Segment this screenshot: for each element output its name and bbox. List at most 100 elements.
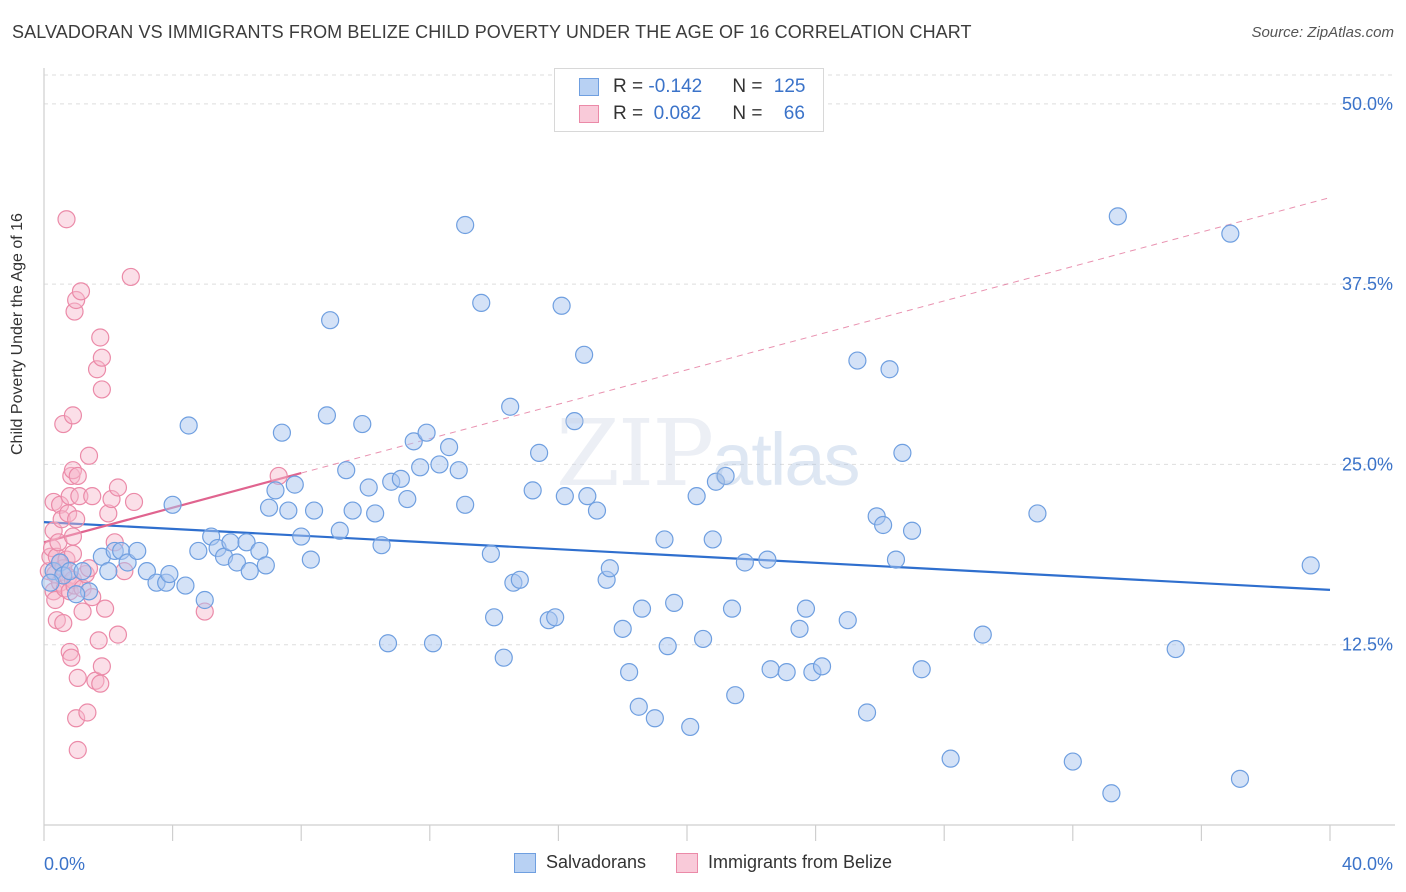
belize-point xyxy=(68,740,87,760)
salvadoran-point xyxy=(857,703,877,722)
salvadoran-point xyxy=(398,489,417,509)
salvadoran-point xyxy=(73,562,92,581)
salvadoran-point xyxy=(578,487,597,506)
salvadoran-point xyxy=(240,562,259,581)
salvadoran-point xyxy=(481,544,500,563)
salvadoran-point xyxy=(128,541,147,561)
belize-point xyxy=(62,648,81,667)
belize-point xyxy=(57,210,76,229)
x-tick-label: 0.0% xyxy=(44,854,85,874)
salvadoran-point xyxy=(160,564,179,584)
salvadoran-point xyxy=(227,553,246,572)
belize-point xyxy=(73,602,92,621)
salvadoran-point xyxy=(272,423,292,442)
legend-n-label: N = xyxy=(732,103,768,124)
salvadoran-point xyxy=(411,458,430,477)
legend-label-salvadorans: Salvadorans xyxy=(545,852,647,872)
y-tick-label: 25.0% xyxy=(1342,454,1393,474)
belize-point xyxy=(92,657,111,676)
salvadoran-point xyxy=(1063,752,1082,771)
belize-point xyxy=(108,625,128,644)
tick-labels: 12.5% 25.0% 37.5% 50.0% 0.0% 40.0% xyxy=(44,94,1393,874)
salvadoran-point xyxy=(366,504,385,523)
salvadoran-point xyxy=(1221,224,1240,243)
salvadoran-point xyxy=(330,521,349,540)
salvadoran-point xyxy=(629,697,648,716)
salvadoran-point xyxy=(317,406,337,425)
belize-point xyxy=(91,328,110,347)
salvadoran-point xyxy=(735,553,754,572)
belize-point xyxy=(60,487,79,506)
salvadoran-point xyxy=(902,521,922,540)
salvadoran-point xyxy=(575,345,594,364)
legend-r-value: -0.142 xyxy=(648,76,703,97)
legend-item-salvadorans: Salvadorans xyxy=(513,852,647,873)
legend-r-label: R = xyxy=(613,76,649,97)
x-tick-label: 40.0% xyxy=(1342,854,1393,874)
salvadoran-point xyxy=(703,530,722,549)
salvadoran-point xyxy=(301,550,320,569)
salvadoran-point xyxy=(941,749,960,768)
salvadoran-point xyxy=(391,469,410,488)
salvadoran-point xyxy=(337,461,356,480)
belize-point xyxy=(68,668,87,687)
salvadoran-point xyxy=(353,414,372,434)
salvadoran-point xyxy=(848,351,867,370)
legend-item-belize: Immigrants from Belize xyxy=(676,852,892,873)
legend-n-value: 66 xyxy=(783,103,805,124)
salvadoran-point xyxy=(472,293,491,312)
series-legend: Salvadorans Immigrants from Belize xyxy=(0,852,1406,873)
salvadoran-trend-line xyxy=(43,521,1331,592)
belize-point xyxy=(67,709,86,728)
salvadoran-point xyxy=(665,593,684,612)
legend-row-salvadorans: R = -0.142 N = 125 xyxy=(579,74,805,100)
belize-point xyxy=(83,487,102,506)
watermark: ZIPatlas xyxy=(556,400,860,507)
salvadoran-point xyxy=(494,648,513,667)
salvadoran-point xyxy=(600,559,619,578)
salvadoran-point xyxy=(613,619,632,638)
salvadoran-point xyxy=(378,634,398,653)
legend-r-value: 0.082 xyxy=(648,103,702,124)
salvadoran-point xyxy=(645,709,664,728)
salvadoran-point xyxy=(501,397,520,416)
salvadoran-point xyxy=(510,570,529,589)
salvadoran-point xyxy=(163,495,182,514)
y-tick-label: 12.5% xyxy=(1342,635,1393,655)
salvadoran-point xyxy=(681,717,700,737)
belize-point xyxy=(121,267,140,287)
salvadoran-point xyxy=(546,608,565,627)
gridlines xyxy=(44,74,1395,646)
belize-point xyxy=(99,504,118,523)
swatch-salvadorans xyxy=(513,852,536,873)
salvadoran-point xyxy=(565,412,584,431)
salvadoran-point xyxy=(285,475,304,494)
salvadoran-point xyxy=(1028,504,1047,523)
salvadoran-point xyxy=(555,487,574,506)
belize-point xyxy=(63,527,83,546)
salvadoran-point xyxy=(796,599,816,618)
salvadoran-point xyxy=(777,663,796,682)
salvadoran-point xyxy=(1230,769,1250,788)
salvadoran-point xyxy=(449,461,468,480)
salvadoran-point xyxy=(359,478,378,497)
belize-point xyxy=(89,631,108,650)
salvadoran-point xyxy=(722,599,742,618)
salvadoran-point xyxy=(456,215,475,235)
salvadoran-point xyxy=(758,550,777,569)
belize-point xyxy=(70,487,89,506)
belize-trend-extension xyxy=(301,197,1331,474)
belize-point xyxy=(79,446,99,465)
salvadoran-point xyxy=(266,481,285,500)
salvadoran-point xyxy=(259,498,279,517)
salvadoran-point xyxy=(790,619,809,638)
legend-swatch-pink xyxy=(579,105,599,123)
salvadoran-point xyxy=(67,585,86,604)
belize-point xyxy=(71,282,91,301)
salvadoran-point xyxy=(552,296,571,315)
salvadoran-point xyxy=(726,686,745,705)
salvadoran-point xyxy=(530,443,549,462)
belize-point xyxy=(87,360,107,379)
belize-point xyxy=(92,380,111,399)
salvadoran-point xyxy=(439,438,459,457)
